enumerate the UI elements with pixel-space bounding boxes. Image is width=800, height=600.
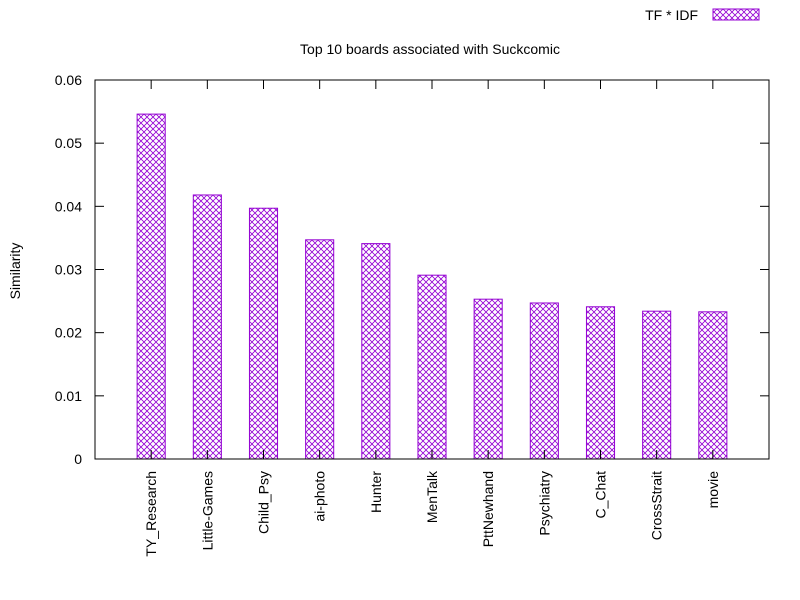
x-tick-label: Psychiatry: [536, 471, 552, 536]
bar: [417, 274, 447, 460]
bar: [642, 310, 672, 460]
bar: [248, 207, 279, 460]
x-tick-label: ai-photo: [312, 471, 328, 522]
y-tick-label: 0.01: [55, 388, 82, 404]
bar: [305, 239, 335, 460]
x-tick-label: TY_Research: [143, 471, 159, 557]
y-axis-label: Similarity: [7, 243, 23, 300]
y-tick-label: 0.04: [55, 198, 82, 214]
x-tick-label: Child_Psy: [256, 471, 272, 534]
bar: [361, 243, 391, 460]
bar: [136, 113, 166, 460]
x-tick-label: MenTalk: [424, 470, 440, 523]
x-tick-label: C_Chat: [593, 471, 609, 519]
y-tick-label: 0: [74, 451, 82, 467]
bar: [529, 302, 559, 460]
bars: [136, 113, 728, 460]
y-tick-label: 0.06: [55, 72, 82, 88]
legend-swatch: [712, 8, 760, 21]
y-tick-label: 0.05: [55, 135, 82, 151]
y-axis-ticks: 0 0.01 0.02 0.03 0.04 0.05 0.06: [55, 72, 769, 467]
x-tick-label: PttNewhand: [480, 471, 496, 547]
legend: TF * IDF: [645, 7, 760, 23]
x-tick-label: movie: [705, 471, 721, 509]
bar: [192, 194, 222, 460]
x-tick-label: Little-Games: [199, 471, 215, 550]
y-tick-label: 0.03: [55, 262, 82, 278]
y-tick-label: 0.02: [55, 325, 82, 341]
bar: [698, 311, 728, 460]
x-tick-label: CrossStrait: [649, 471, 665, 540]
chart-title: Top 10 boards associated with Suckcomic: [300, 41, 560, 57]
x-axis-tick-labels: TY_Research Little-Games Child_Psy ai-photo…: [143, 80, 721, 557]
bar: [473, 298, 503, 460]
bar: [585, 306, 616, 460]
plot-frame: [94, 79, 770, 460]
legend-label: TF * IDF: [645, 7, 698, 23]
x-tick-label: Hunter: [368, 471, 384, 513]
